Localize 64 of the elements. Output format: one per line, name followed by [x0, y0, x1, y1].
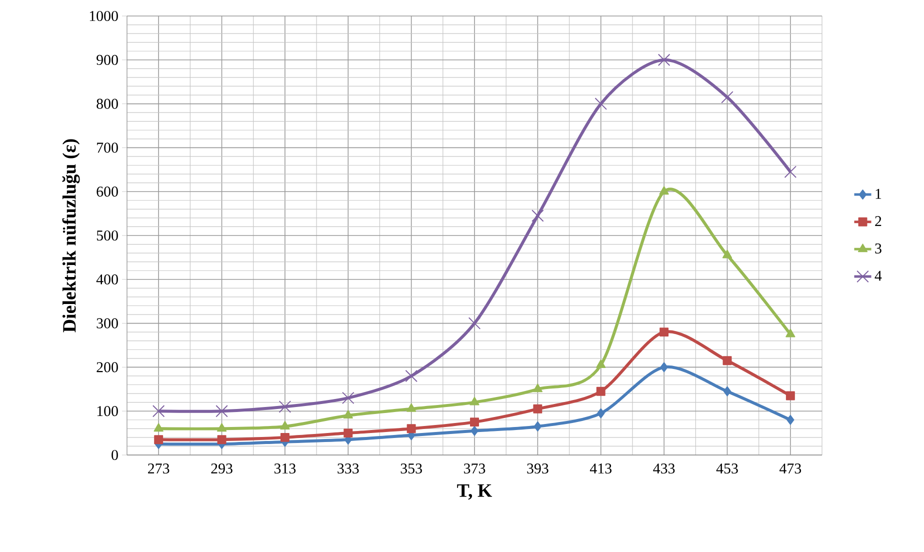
point — [470, 418, 479, 427]
point — [659, 186, 669, 195]
y-tick-label: 500 — [96, 230, 118, 241]
legend-label: 1 — [876, 188, 882, 199]
point — [786, 414, 794, 425]
y-tick-label: 400 — [96, 274, 118, 284]
point — [280, 420, 290, 430]
point — [660, 362, 668, 372]
y-tick-label: 100 — [97, 406, 118, 416]
x-tick-label: 433 — [653, 464, 675, 474]
point — [278, 400, 292, 413]
point — [660, 328, 669, 337]
y-tick-label: 800 — [96, 98, 118, 109]
point — [406, 424, 416, 434]
point — [406, 403, 416, 412]
point — [722, 250, 732, 258]
point — [534, 421, 542, 432]
x-axis-title: T, K — [457, 484, 492, 500]
y-tick-label: 200 — [96, 362, 118, 372]
legend-label: 3 — [875, 243, 882, 254]
point — [216, 404, 228, 418]
point — [470, 396, 480, 406]
point — [154, 423, 164, 432]
point — [280, 432, 290, 442]
x-tick-label: 353 — [400, 464, 422, 474]
point — [216, 423, 227, 432]
x-tick-label: 273 — [148, 464, 170, 474]
point — [217, 435, 226, 444]
legend-label: 4 — [874, 270, 882, 281]
y-tick-label: 700 — [97, 142, 118, 153]
x-tick-label: 373 — [464, 464, 486, 474]
point — [470, 426, 478, 436]
point — [597, 408, 605, 418]
point — [723, 386, 732, 396]
x-tick-label: 393 — [527, 464, 548, 474]
point — [786, 391, 795, 400]
x-tick-label: 473 — [780, 464, 802, 474]
point — [532, 384, 543, 392]
point — [344, 428, 353, 438]
x-tick-label: 333 — [338, 464, 359, 474]
point — [596, 360, 606, 368]
point — [784, 166, 797, 178]
y-tick-label: 0 — [112, 450, 118, 460]
y-tick-label: 1000 — [90, 10, 118, 22]
y-tick-label: 600 — [96, 186, 118, 197]
y-tick-label: 900 — [96, 54, 118, 65]
x-tick-label: 453 — [716, 464, 738, 474]
point — [152, 404, 165, 418]
point — [405, 370, 418, 382]
point — [596, 386, 606, 396]
x-tick-label: 413 — [590, 464, 612, 474]
x-tick-label: 313 — [274, 464, 296, 474]
y-tick-label: 300 — [96, 318, 118, 328]
point — [533, 404, 542, 414]
legend-label: 2 — [875, 216, 882, 226]
point — [343, 410, 353, 418]
point — [658, 54, 670, 66]
point — [722, 356, 732, 366]
x-tick-label: 293 — [211, 464, 232, 474]
point — [342, 392, 354, 404]
point — [786, 328, 796, 338]
point — [532, 210, 544, 222]
y-axis-title: Dielektrik nüfuzluğu (ε) — [62, 139, 80, 332]
point — [154, 435, 164, 444]
